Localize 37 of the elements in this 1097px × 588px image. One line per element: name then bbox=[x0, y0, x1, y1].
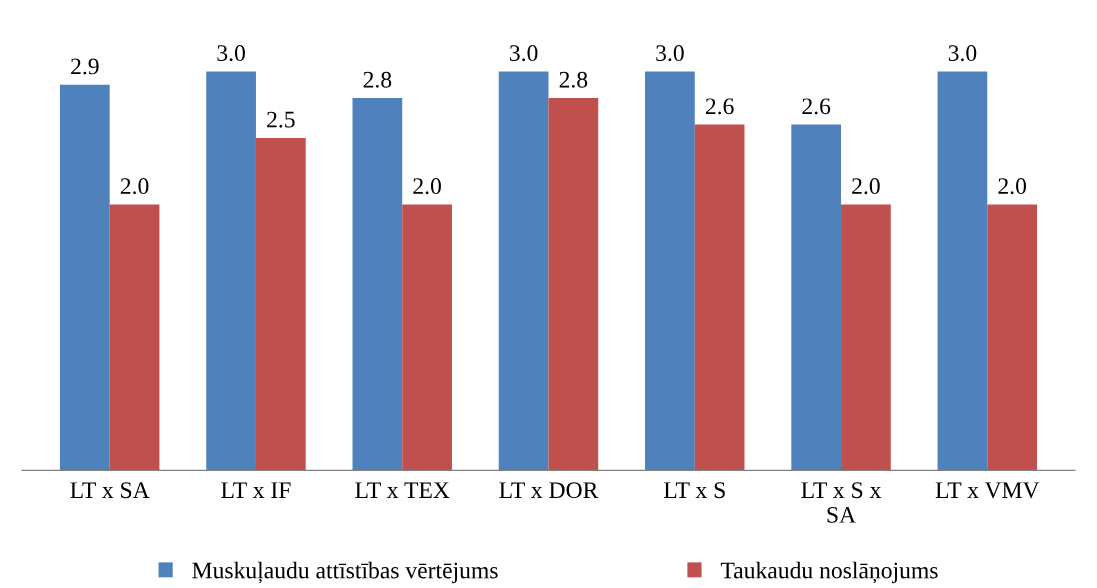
data-label: 2.0 bbox=[120, 178, 149, 195]
x-tick-label: LT x S x SA bbox=[801, 482, 882, 523]
data-label: 3.0 bbox=[510, 45, 538, 62]
bar bbox=[645, 71, 695, 471]
data-label: 3.0 bbox=[217, 45, 245, 62]
bar bbox=[694, 124, 745, 471]
x-tick-label: LT x IF bbox=[221, 482, 291, 498]
bar bbox=[255, 137, 306, 471]
bar bbox=[206, 71, 256, 471]
bar bbox=[937, 71, 988, 471]
bar bbox=[402, 204, 452, 471]
data-label: 2.8 bbox=[559, 71, 588, 88]
x-tick-label: LT x S bbox=[663, 482, 725, 499]
data-label: 2.8 bbox=[363, 71, 392, 88]
bar bbox=[352, 98, 403, 471]
data-label: 2.0 bbox=[413, 178, 441, 195]
x-tick-label: LT x DOR bbox=[499, 482, 599, 499]
data-label: 2.6 bbox=[705, 98, 734, 115]
data-label: 2.5 bbox=[267, 111, 295, 128]
data-label: 2.6 bbox=[802, 98, 831, 115]
bar bbox=[59, 84, 110, 471]
bar bbox=[109, 204, 160, 471]
data-label: 2.9 bbox=[71, 58, 99, 75]
x-tick-label: LT x VMV bbox=[935, 482, 1040, 499]
data-label: 3.0 bbox=[656, 45, 684, 62]
bar bbox=[548, 98, 599, 471]
x-tick-label: LT x TEX bbox=[355, 482, 450, 498]
data-label: 2.0 bbox=[998, 178, 1027, 195]
x-tick-label: LT x SA bbox=[70, 482, 150, 499]
legend-label: Muskuļaudu attīstības vērtējums bbox=[192, 561, 498, 584]
data-label: 2.0 bbox=[852, 178, 880, 195]
bar bbox=[791, 124, 842, 471]
legend-label: Taukaudu noslāņojums bbox=[720, 561, 938, 584]
data-label: 3.0 bbox=[948, 45, 977, 62]
bar bbox=[841, 204, 891, 471]
bar bbox=[498, 71, 549, 471]
bar bbox=[987, 204, 1038, 471]
